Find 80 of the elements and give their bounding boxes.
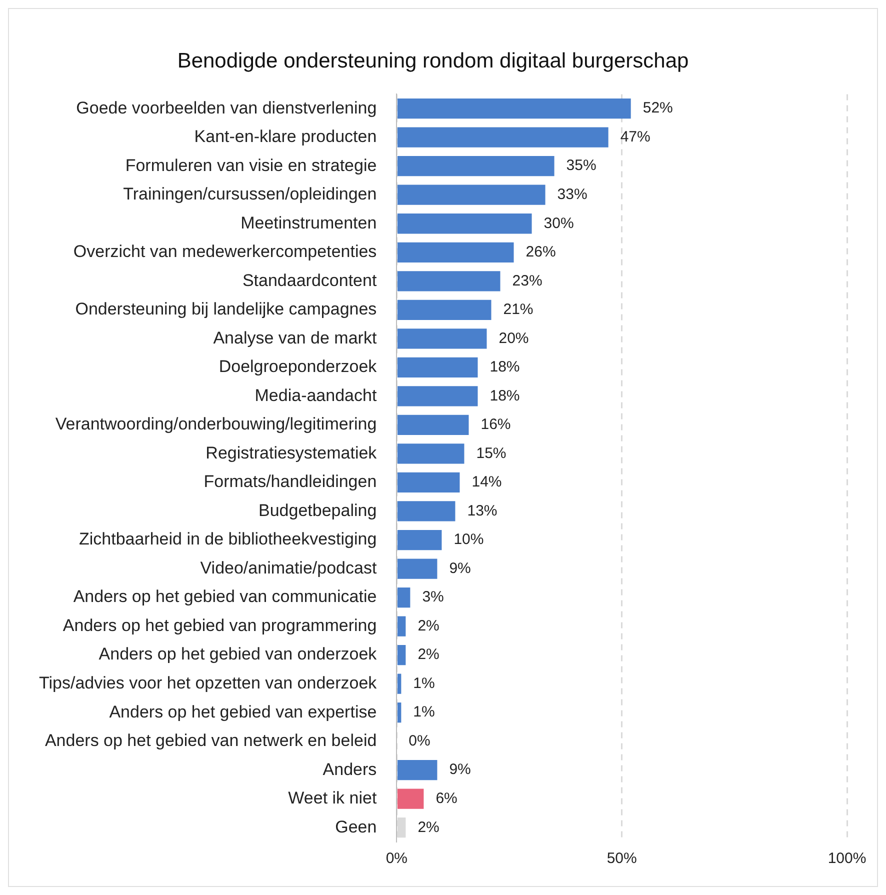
data-label: 52%: [642, 100, 673, 117]
bar: [397, 558, 438, 579]
y-tick-label: Analyse van de markt: [213, 328, 377, 348]
bar: [397, 530, 442, 550]
data-label: 9%: [449, 761, 471, 778]
data-label: 9%: [449, 560, 471, 577]
y-tick-label: Tips/advies voor het opzetten van onderzoek: [38, 674, 378, 692]
bar: [397, 271, 500, 292]
bar: [397, 444, 464, 464]
data-label: 47%: [620, 128, 650, 146]
y-tick-label: Doelgroeponderzoek: [218, 357, 378, 376]
bar: [397, 674, 402, 694]
y-tick-label: Verantwoording/onderbouwing/legitimering: [55, 414, 377, 434]
data-label: 33%: [557, 186, 588, 204]
data-label: 0%: [408, 732, 430, 750]
y-tick-label: Overzicht van medewerkercompetenties: [73, 242, 377, 262]
bar: [397, 788, 424, 809]
data-label: 35%: [566, 157, 596, 174]
data-label: 18%: [490, 387, 520, 404]
y-tick-label: Budgetbepaling: [258, 500, 377, 520]
y-tick-label: Anders: [322, 760, 377, 779]
bar: [397, 184, 546, 205]
y-tick-label: Anders op het gebied van communicatie: [73, 587, 377, 606]
bar: [397, 98, 631, 119]
x-tick-label: 100%: [828, 850, 866, 868]
data-label: 21%: [503, 301, 534, 318]
bar: [397, 587, 410, 608]
data-label: 1%: [413, 674, 435, 692]
data-label: 23%: [512, 272, 542, 290]
x-tick-label: 50%: [606, 850, 637, 868]
y-tick-label: Weet ik niet: [288, 788, 377, 808]
bar: [397, 644, 406, 666]
y-tick-label: Video/animatie/podcast: [200, 558, 377, 578]
data-label: 2%: [418, 646, 440, 664]
data-label: 3%: [422, 588, 444, 606]
y-tick-label: Anders op het gebied van programmering: [62, 616, 377, 635]
y-tick-label: Media-aandacht: [254, 386, 377, 405]
y-tick-label: Standaardcontent: [242, 270, 377, 290]
x-tick-label: 0%: [386, 850, 408, 868]
data-label: 6%: [436, 790, 458, 807]
bar: [397, 702, 402, 723]
data-label: 16%: [480, 416, 511, 434]
data-label: 30%: [544, 214, 574, 232]
data-label: 1%: [413, 704, 435, 721]
y-tick-label: Registratiesystematiek: [206, 443, 378, 462]
bar: [397, 214, 532, 234]
bar: [397, 127, 608, 148]
y-tick-label: Anders op het gebied van netwerk en beleid: [44, 731, 377, 750]
bar: [397, 242, 514, 262]
y-tick-label: Anders op het gebied van onderzoek: [98, 644, 378, 664]
y-tick-label: Formats/handleidingen: [204, 472, 377, 492]
data-label: 18%: [490, 358, 520, 376]
bar: [397, 300, 492, 320]
bar: [397, 328, 487, 349]
chart-title: Benodigde ondersteuning rondom digitaal burgerschap: [177, 49, 689, 72]
bar: [397, 357, 478, 378]
y-tick-label: Trainingen/cursussen/opleidingen: [123, 184, 377, 204]
y-tick-label: Ondersteuning bij landelijke campagnes: [75, 300, 377, 319]
data-label: 2%: [418, 617, 440, 634]
bar: [397, 472, 460, 493]
bar: [397, 616, 406, 636]
data-label: 13%: [467, 502, 498, 520]
y-tick-label: Kant-en-klare producten: [194, 127, 377, 146]
y-tick-label: Goede voorbeelden van dienstverlening: [76, 98, 377, 118]
y-tick-label: Geen: [335, 817, 377, 836]
y-tick-label: Meetinstrumenten: [240, 213, 377, 232]
data-label: 20%: [498, 330, 529, 347]
y-tick-label: Formuleren van visie en strategie: [125, 156, 377, 175]
data-label: 15%: [476, 444, 506, 462]
bar: [397, 386, 478, 406]
bar: [397, 414, 469, 436]
data-label: 26%: [526, 244, 556, 261]
y-tick-label: Anders op het gebied van expertise: [109, 702, 377, 722]
data-label: 14%: [472, 474, 502, 491]
bar: [397, 501, 456, 522]
data-label: 10%: [454, 531, 484, 548]
data-label: 2%: [418, 818, 440, 836]
bar: [397, 760, 438, 780]
bar: [397, 156, 554, 176]
y-tick-label: Zichtbaarheid in de bibliotheekvestiging: [78, 530, 377, 549]
